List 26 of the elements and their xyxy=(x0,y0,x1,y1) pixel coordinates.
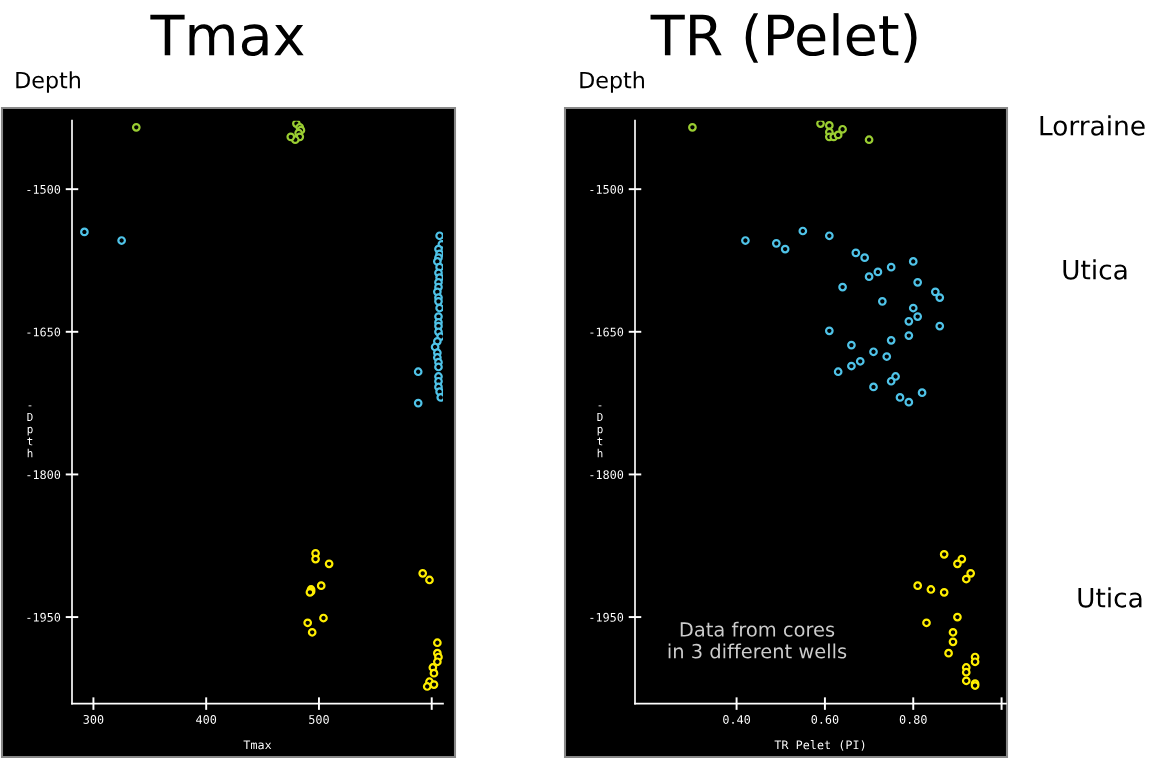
text: Utica xyxy=(1063,259,1127,280)
x-tick-label: 300 xyxy=(83,714,104,724)
y-tick-label: -1950 xyxy=(27,612,61,622)
y-tick-label: -1500 xyxy=(27,184,61,194)
x-axis-title: TR Pelet (PI) xyxy=(774,740,865,751)
y-tick-label: -1500 xyxy=(590,184,624,194)
y-tick-label: -1800 xyxy=(590,470,624,480)
annotation: Data from cores in 3 different wells xyxy=(668,621,847,659)
chart-title: Tmax xyxy=(150,14,304,57)
x-axis-title: Tmax xyxy=(243,740,272,750)
y-tick-label: -1650 xyxy=(590,327,624,337)
x-tick-label: 0.60 xyxy=(811,714,839,724)
text: -Dpth xyxy=(27,405,33,458)
y-axis-title: Depth xyxy=(580,71,644,93)
text: Lorraine xyxy=(1040,115,1145,136)
x-tick-label: 400 xyxy=(196,714,217,724)
x-tick-label: 0.80 xyxy=(899,714,927,724)
y-tick-label: -1950 xyxy=(590,612,624,622)
text: Utica xyxy=(1078,587,1142,608)
x-tick-label: 0.40 xyxy=(723,714,751,724)
x-tick-label: 500 xyxy=(309,714,329,724)
y-tick-label: -1800 xyxy=(27,470,61,480)
y-axis-title: Depth xyxy=(16,71,80,93)
text: -Dpth xyxy=(597,405,603,458)
y-tick-label: -1650 xyxy=(27,327,61,337)
chart-title: TR (Pelet) xyxy=(650,13,917,63)
